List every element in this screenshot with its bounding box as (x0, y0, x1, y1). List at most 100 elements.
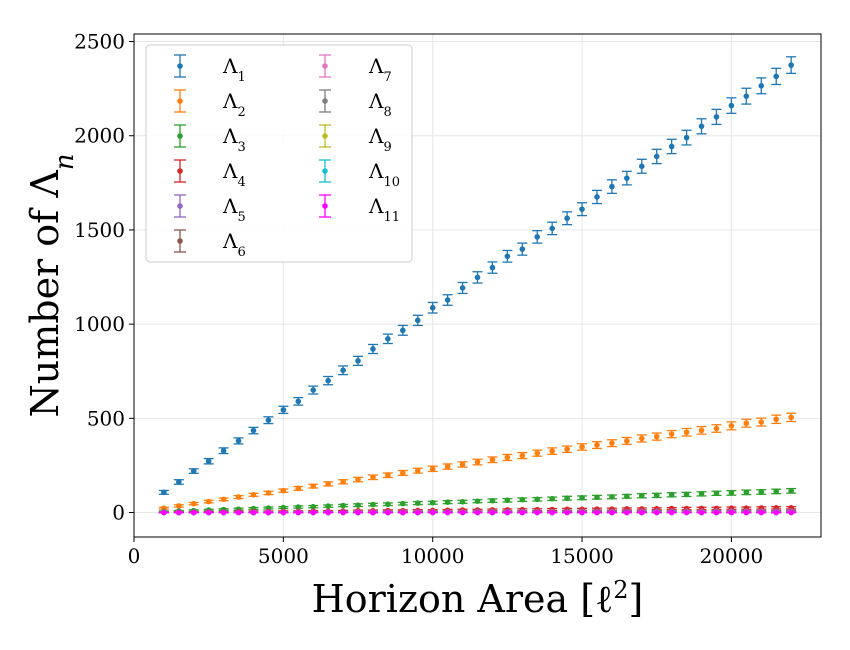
data-point (579, 444, 585, 450)
data-point (295, 398, 302, 405)
data-point (444, 297, 451, 303)
data-point (564, 495, 570, 501)
data-point (609, 509, 615, 516)
data-point (295, 509, 302, 516)
axis-ticks: 0 5000 10000 15000 20000 0 500 1000 1500 2000 2500 (74, 30, 763, 568)
data-point (549, 495, 555, 502)
data-point (280, 487, 287, 494)
x-tick-label: 20000 (700, 544, 764, 568)
data-point (385, 472, 391, 479)
data-point (788, 488, 794, 494)
data-point (728, 509, 735, 516)
data-point (638, 435, 645, 442)
data-point (758, 509, 765, 516)
data-point (728, 490, 735, 496)
data-point (444, 499, 451, 505)
data-point (579, 495, 585, 501)
data-point (713, 509, 720, 516)
data-point (609, 183, 615, 190)
x-tick-label: 10000 (401, 544, 465, 568)
data-point (683, 134, 690, 141)
data-point (444, 463, 451, 470)
data-point (161, 489, 167, 496)
data-point (564, 446, 570, 453)
data-point (235, 494, 242, 500)
data-point (624, 175, 630, 181)
data-point (713, 114, 720, 120)
data-point (400, 509, 406, 516)
data-point (325, 503, 331, 509)
data-point (638, 163, 645, 170)
x-tick-label: 0 (128, 544, 141, 568)
data-point (205, 458, 212, 465)
data-point (400, 327, 406, 334)
data-point (653, 509, 660, 516)
data-point (220, 496, 227, 503)
data-point (668, 431, 675, 437)
data-point (265, 417, 272, 423)
data-point (534, 450, 541, 456)
data-point (668, 143, 675, 150)
data-point (235, 509, 242, 516)
plot-area (158, 56, 797, 516)
data-point (265, 490, 272, 496)
data-point (728, 423, 735, 429)
data-point (250, 509, 257, 516)
x-axis-title: Horizon Area [ℓ2] (312, 576, 644, 621)
data-point (474, 509, 481, 516)
data-point (355, 502, 361, 508)
data-point (489, 456, 496, 463)
data-point (773, 416, 779, 423)
data-point (653, 433, 660, 440)
data-point (280, 407, 287, 413)
data-point (414, 317, 421, 324)
data-point (325, 481, 331, 487)
data-point (579, 509, 585, 516)
data-point (773, 509, 779, 516)
data-point (624, 493, 630, 500)
y-tick-label: 1000 (74, 312, 125, 336)
data-point (638, 509, 645, 516)
data-point (594, 194, 600, 200)
data-point (444, 509, 451, 516)
data-point (549, 448, 555, 454)
x-tick-label: 5000 (258, 544, 309, 568)
data-point (400, 470, 406, 476)
data-point (758, 419, 765, 425)
data-point (683, 509, 690, 516)
series-11 (158, 509, 797, 516)
data-point (414, 500, 421, 506)
data-point (295, 504, 302, 510)
data-point (340, 509, 346, 516)
series-1 (158, 56, 797, 496)
data-point (280, 509, 287, 516)
y-tick-label: 2000 (74, 124, 125, 148)
data-point (429, 466, 436, 472)
y-tick-label: 1500 (74, 218, 125, 242)
data-point (534, 509, 541, 516)
data-point (683, 491, 690, 498)
data-point (489, 497, 496, 504)
data-point (310, 509, 317, 516)
data-point (564, 509, 570, 516)
data-point (190, 500, 197, 507)
data-point (758, 489, 765, 495)
data-point (459, 285, 466, 291)
data-point (176, 503, 182, 509)
data-point (310, 503, 317, 510)
data-point (743, 509, 750, 516)
data-point (504, 509, 511, 516)
data-point (788, 414, 794, 421)
data-point (235, 438, 242, 444)
data-point (370, 501, 376, 508)
data-point (474, 459, 481, 465)
data-point (609, 494, 615, 500)
data-point (355, 476, 361, 483)
data-point (310, 483, 317, 489)
data-point (176, 509, 182, 516)
data-point (594, 442, 600, 448)
data-point (668, 492, 675, 498)
data-point (400, 500, 406, 507)
data-point (698, 491, 705, 497)
